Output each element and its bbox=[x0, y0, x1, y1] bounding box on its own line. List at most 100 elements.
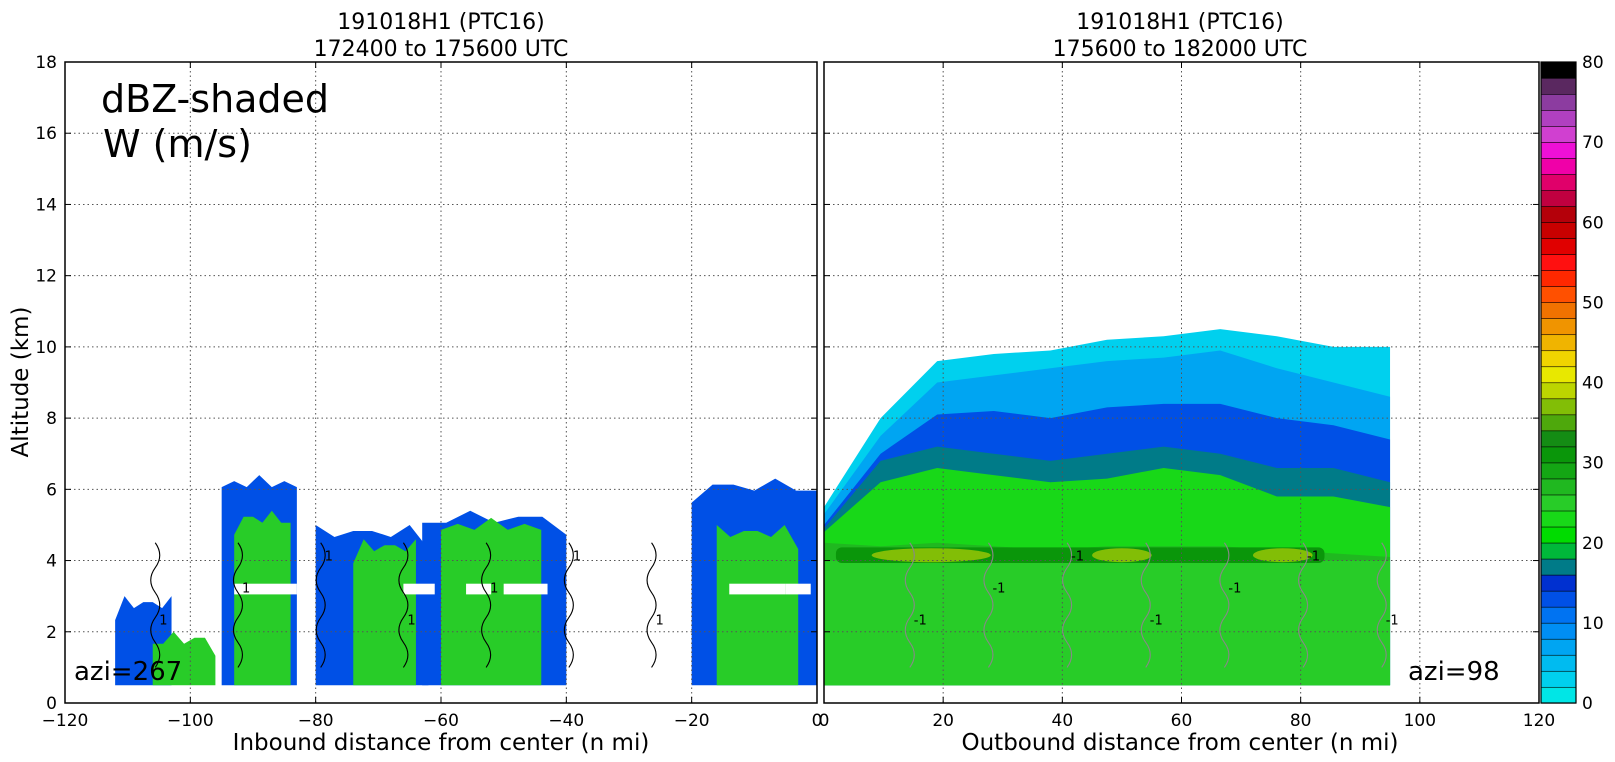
colorbar-swatch bbox=[1540, 494, 1577, 512]
x-tick-label: −120 bbox=[42, 711, 89, 731]
w-contour-label: 1 bbox=[242, 582, 250, 597]
reflectivity-lower-layer bbox=[824, 560, 1391, 686]
x-tick-label: −100 bbox=[167, 711, 214, 731]
colorbar-tick-label: 80 bbox=[1582, 53, 1604, 73]
colorbar-swatch bbox=[1540, 109, 1577, 127]
colorbar-swatch bbox=[1540, 686, 1577, 704]
data-gap bbox=[503, 583, 548, 595]
inbound-azimuth-label: azi=267 bbox=[74, 657, 182, 687]
y-tick-label: 14 bbox=[35, 195, 57, 215]
x-tick-label: 20 bbox=[932, 711, 954, 731]
x-tick-label: 40 bbox=[1052, 711, 1074, 731]
inbound-echo-data bbox=[115, 475, 817, 686]
w-contour bbox=[904, 542, 915, 668]
colorbar-swatch bbox=[1540, 286, 1577, 303]
x-tick-label: 100 bbox=[1404, 711, 1436, 731]
x-tick-label: −80 bbox=[298, 711, 334, 731]
colorbar-swatch bbox=[1540, 254, 1577, 271]
colorbar-swatch bbox=[1540, 590, 1577, 608]
inbound-title-line2: 172400 to 175600 UTC bbox=[314, 37, 569, 62]
outbound-echo-data bbox=[824, 329, 1391, 686]
inbound-panel: 1 1 1 1 1 1 1 −120 −100 −80 −60 −40 −20 0 0 2 4 6 8 10 12 14… bbox=[8, 10, 822, 756]
annotation-dbz-shaded: dBZ-shaded bbox=[101, 77, 329, 121]
w-contour bbox=[398, 542, 409, 668]
outbound-x-axis-label: Outbound distance from center (n mi) bbox=[962, 730, 1399, 756]
data-gap bbox=[234, 583, 297, 595]
colorbar-swatch bbox=[1540, 398, 1577, 416]
x-tick-label: −40 bbox=[548, 711, 584, 731]
colorbar-swatch bbox=[1540, 654, 1577, 672]
colorbar-swatch bbox=[1540, 237, 1577, 255]
inbound-w-contours: 1 1 1 1 1 1 1 bbox=[150, 542, 664, 668]
x-tick-label: 80 bbox=[1290, 711, 1312, 731]
outbound-ticks: 0 20 40 60 80 100 120 bbox=[819, 61, 1555, 731]
colorbar-swatch bbox=[1540, 670, 1577, 688]
colorbar-tick-label: 10 bbox=[1582, 614, 1604, 634]
y-tick-label: 12 bbox=[35, 267, 57, 287]
colorbar-swatch bbox=[1540, 414, 1577, 432]
colorbar-swatch bbox=[1540, 366, 1577, 384]
colorbar-swatch bbox=[1540, 270, 1577, 287]
w-contour bbox=[563, 542, 574, 668]
x-tick-label: −20 bbox=[674, 711, 710, 731]
outbound-panel: -1 -1 -1 -1 -1 -1 -1 0 20 40 60 80 100 120 191018H1 … bbox=[819, 10, 1556, 756]
w-contour bbox=[1062, 542, 1073, 668]
w-contour bbox=[646, 542, 657, 668]
echo-region bbox=[716, 524, 799, 686]
colorbar-swatch bbox=[1540, 526, 1577, 544]
colorbar-swatch bbox=[1540, 430, 1577, 448]
colorbar-tick-label: 20 bbox=[1582, 534, 1604, 554]
colorbar-swatch bbox=[1540, 446, 1577, 464]
outbound-azimuth-label: azi=98 bbox=[1408, 657, 1500, 687]
colorbar-swatch bbox=[1540, 638, 1577, 656]
w-contour bbox=[1376, 542, 1387, 668]
y-tick-label: 2 bbox=[46, 623, 57, 643]
colorbar-swatch bbox=[1540, 125, 1577, 143]
colorbar-swatch bbox=[1540, 189, 1577, 207]
colorbar-tick-label: 30 bbox=[1582, 454, 1604, 474]
w-contour bbox=[1219, 542, 1230, 668]
colorbar-swatch bbox=[1540, 558, 1577, 576]
w-contour bbox=[315, 542, 326, 668]
echo-region bbox=[152, 631, 216, 686]
colorbar-swatch bbox=[1540, 622, 1577, 640]
colorbar-swatch bbox=[1540, 77, 1577, 95]
colorbar-swatch bbox=[1540, 350, 1577, 368]
colorbar-swatch bbox=[1540, 61, 1577, 79]
colorbar-swatches bbox=[1540, 61, 1577, 704]
w-contour-label: 1 bbox=[490, 582, 498, 597]
colorbar-swatch bbox=[1540, 173, 1577, 191]
colorbar: 0 10 20 30 40 50 60 70 80 bbox=[1540, 53, 1604, 714]
bright-band-core bbox=[871, 548, 991, 563]
colorbar-swatch bbox=[1540, 302, 1577, 320]
colorbar-swatch bbox=[1540, 382, 1577, 400]
inbound-title-line1: 191018H1 (PTC16) bbox=[337, 10, 544, 35]
outbound-title-line1: 191018H1 (PTC16) bbox=[1076, 10, 1283, 35]
colorbar-tick-label: 70 bbox=[1582, 133, 1604, 153]
y-tick-label: 0 bbox=[46, 694, 57, 714]
colorbar-tick-label: 40 bbox=[1582, 374, 1604, 394]
colorbar-ticks: 0 10 20 30 40 50 60 70 80 bbox=[1582, 53, 1604, 714]
data-gap bbox=[403, 583, 435, 595]
colorbar-swatch bbox=[1540, 462, 1577, 480]
x-tick-label: −60 bbox=[423, 711, 459, 731]
bright-band-core bbox=[1092, 548, 1152, 563]
colorbar-swatch bbox=[1540, 221, 1577, 239]
x-tick-label: 0 bbox=[812, 711, 823, 731]
colorbar-swatch bbox=[1540, 606, 1577, 624]
y-axis-label: Altitude (km) bbox=[8, 307, 34, 458]
w-contour-label: 1 bbox=[325, 550, 333, 565]
w-contour-label: 1 bbox=[159, 614, 167, 629]
w-contour bbox=[232, 542, 244, 668]
y-tick-label: 6 bbox=[46, 480, 57, 500]
x-tick-label: 120 bbox=[1523, 711, 1555, 731]
w-contour bbox=[150, 542, 161, 668]
colorbar-swatch bbox=[1540, 478, 1577, 496]
data-gap bbox=[466, 583, 492, 595]
colorbar-swatch bbox=[1540, 542, 1577, 560]
colorbar-tick-label: 60 bbox=[1582, 213, 1604, 233]
w-contour bbox=[481, 542, 492, 668]
inbound-ticks: −120 −100 −80 −60 −40 −20 0 0 2 4 6 8 10 12 14 16 18 bbox=[35, 53, 822, 731]
x-tick-label: 60 bbox=[1171, 711, 1193, 731]
bright-band-core bbox=[1253, 548, 1313, 563]
